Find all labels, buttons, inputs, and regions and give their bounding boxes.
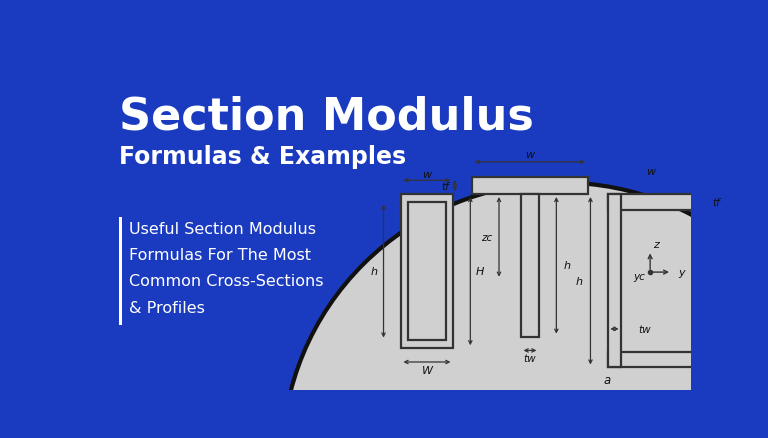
Text: Useful Section Modulus: Useful Section Modulus [128, 222, 316, 237]
Text: z: z [654, 240, 659, 250]
Bar [472, 178, 588, 194]
Text: h: h [371, 266, 378, 276]
Bar [409, 202, 445, 341]
Text: Formulas & Examples: Formulas & Examples [119, 145, 406, 169]
Text: tw: tw [638, 324, 651, 334]
Text: tf: tf [442, 181, 449, 191]
Text: a: a [604, 373, 611, 386]
Text: & Profiles: & Profiles [128, 300, 204, 315]
Text: w: w [525, 150, 535, 160]
Text: tf: tf [712, 198, 720, 207]
Text: y: y [678, 268, 684, 277]
Bar [607, 194, 693, 210]
Text: Common Cross-Sections: Common Cross-Sections [128, 274, 323, 289]
Text: h: h [576, 276, 583, 286]
Bar [401, 194, 453, 348]
Text: h: h [564, 261, 571, 271]
Text: zc: zc [481, 232, 492, 242]
Bar [521, 194, 539, 337]
Text: W: W [422, 365, 432, 375]
Text: Formulas For The Most: Formulas For The Most [128, 248, 310, 263]
Bar [607, 194, 621, 367]
Text: yc: yc [634, 271, 645, 281]
Text: tw: tw [524, 353, 536, 363]
Circle shape [282, 183, 768, 438]
Text: Section Modulus: Section Modulus [119, 95, 534, 138]
Text: w: w [422, 170, 432, 180]
Bar [607, 352, 693, 367]
Bar [119, 218, 122, 325]
Text: H: H [475, 266, 484, 276]
Text: w: w [646, 166, 654, 177]
